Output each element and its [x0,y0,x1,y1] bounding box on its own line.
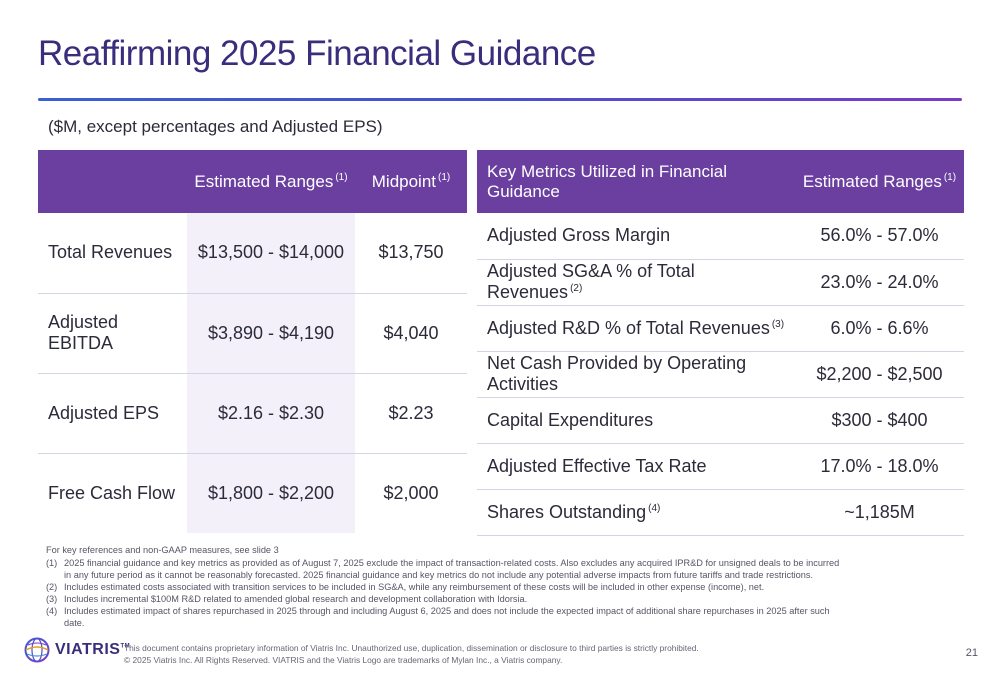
footnote-number: (2) [46,582,58,592]
metric-name: Adjusted Effective Tax Rate [477,443,795,490]
globe-icon [24,637,50,663]
row-label: Adjusted EBITDA [38,292,187,373]
row-midpoint: $2,000 [355,452,467,533]
metric-range: 56.0% - 57.0% [795,213,964,260]
footnote-ref: (2) [570,283,583,294]
table-row: Adjusted R&D % of Total Revenues (3) 6.0%… [477,305,964,352]
units-subtitle: ($M, except percentages and Adjusted EPS… [48,117,383,136]
guidance-table: Estimated Ranges (1) Midpoint (1) Total Re… [38,150,467,533]
metrics-header-row: Key Metrics Utilized in Financial Guidan… [477,150,964,213]
footnote-ref: (1) [943,171,957,183]
metric-name: Adjusted SG&A % of Total Revenues (2) [477,259,795,306]
metric-name: Adjusted Gross Margin [477,213,795,260]
footnote-item: (2) Includes estimated costs associated … [46,581,846,593]
table-row: Adjusted EPS $2.16 - $2.30 $2.23 [38,372,467,453]
row-midpoint: $13,750 [378,242,444,263]
row-label: Total Revenues [48,242,173,263]
metric-name: Net Cash Provided by Operating Activitie… [477,351,795,398]
header-label: Midpoint [371,171,437,191]
metrics-header-ranges: Estimated Ranges (1) [795,150,964,213]
metric-range: 6.0% - 6.6% [795,305,964,352]
footnotes: For key references and non-GAAP measures… [46,544,846,629]
footnote-text: 2025 financial guidance and key metrics … [64,558,840,580]
metric-name: Capital Expenditures [477,397,795,444]
guidance-header-midpoint: Midpoint (1) [355,150,467,213]
metric-range: 17.0% - 18.0% [795,443,964,490]
row-midpoint: $4,040 [355,292,467,373]
metric-range: 23.0% - 24.0% [795,259,964,306]
footnote-item: (4) Includes estimated impact of shares … [46,605,846,629]
guidance-header-ranges: Estimated Ranges (1) [187,150,355,213]
table-row: Shares Outstanding (4) ~1,185M [477,489,964,536]
table-row: Net Cash Provided by Operating Activitie… [477,351,964,398]
footnote-number: (3) [46,594,58,604]
header-label: Estimated Ranges [802,171,942,191]
logo-label: VIATRIS [55,641,121,658]
metric-name: Adjusted R&D % of Total Revenues (3) [477,305,795,352]
footnote-number: (4) [46,606,58,616]
guidance-header-row: Estimated Ranges (1) Midpoint (1) [38,150,467,213]
row-range: $3,890 - $4,190 [187,292,355,373]
guidance-header-blank [38,150,187,213]
table-row: Adjusted SG&A % of Total Revenues (2) 23.… [477,259,964,306]
metric-range: $2,200 - $2,500 [795,351,964,398]
key-metrics-table: Key Metrics Utilized in Financial Guidan… [477,150,964,536]
viatris-logo: VIATRISTM [24,637,130,663]
metric-name: Shares Outstanding (4) [477,489,795,536]
legal-disclaimer: This document contains proprietary infor… [124,642,699,666]
footnote-text: Includes estimated costs associated with… [64,582,765,592]
page-title: Reaffirming 2025 Financial Guidance [38,34,596,73]
legal-line: © 2025 Viatris Inc. All Rights Reserved.… [124,655,563,665]
table-row: Adjusted Gross Margin 56.0% - 57.0% [477,213,964,260]
row-label: Free Cash Flow [38,452,187,533]
legal-line: This document contains proprietary infor… [124,643,699,653]
row-label: Adjusted EPS [38,372,187,453]
row-range: $1,800 - $2,200 [187,452,355,533]
row-range: $2.16 - $2.30 [187,372,355,453]
page-number: 21 [965,647,978,659]
footnote-ref: (1) [438,171,451,183]
footnote-item: (1) 2025 financial guidance and key metr… [46,557,846,581]
row-range: $13,500 - $14,000 [187,213,355,293]
logo-wordmark: VIATRISTM [55,641,130,659]
trademark-mark: TM [120,643,131,650]
header-label: Estimated Ranges [194,171,334,191]
row-midpoint: $2.23 [355,372,467,453]
table-row: Adjusted EBITDA $3,890 - $4,190 $4,040 [38,292,467,373]
title-divider [38,98,962,101]
footnote-number: (1) [46,558,58,568]
footnote-ref: (4) [648,502,661,514]
metric-range: ~1,185M [795,489,964,536]
table-row: Total Revenues $13,500 - $14,000 $13,750 [38,213,467,293]
metric-range: $300 - $400 [795,397,964,444]
table-row: Free Cash Flow $1,800 - $2,200 $2,000 [38,452,467,533]
footnote-text: Includes estimated impact of shares repu… [64,606,830,628]
metrics-header-metric: Key Metrics Utilized in Financial Guidan… [477,150,795,213]
footnote-ref: (1) [335,171,348,183]
footnote-item: (3) Includes incremental $100M R&D relat… [46,593,846,605]
table-row: Capital Expenditures $300 - $400 [477,397,964,444]
footnotes-heading: For key references and non-GAAP measures… [46,545,279,555]
footnote-ref: (3) [771,318,785,330]
table-row: Adjusted Effective Tax Rate 17.0% - 18.0… [477,443,964,490]
footnote-text: Includes incremental $100M R&D related t… [64,594,528,604]
